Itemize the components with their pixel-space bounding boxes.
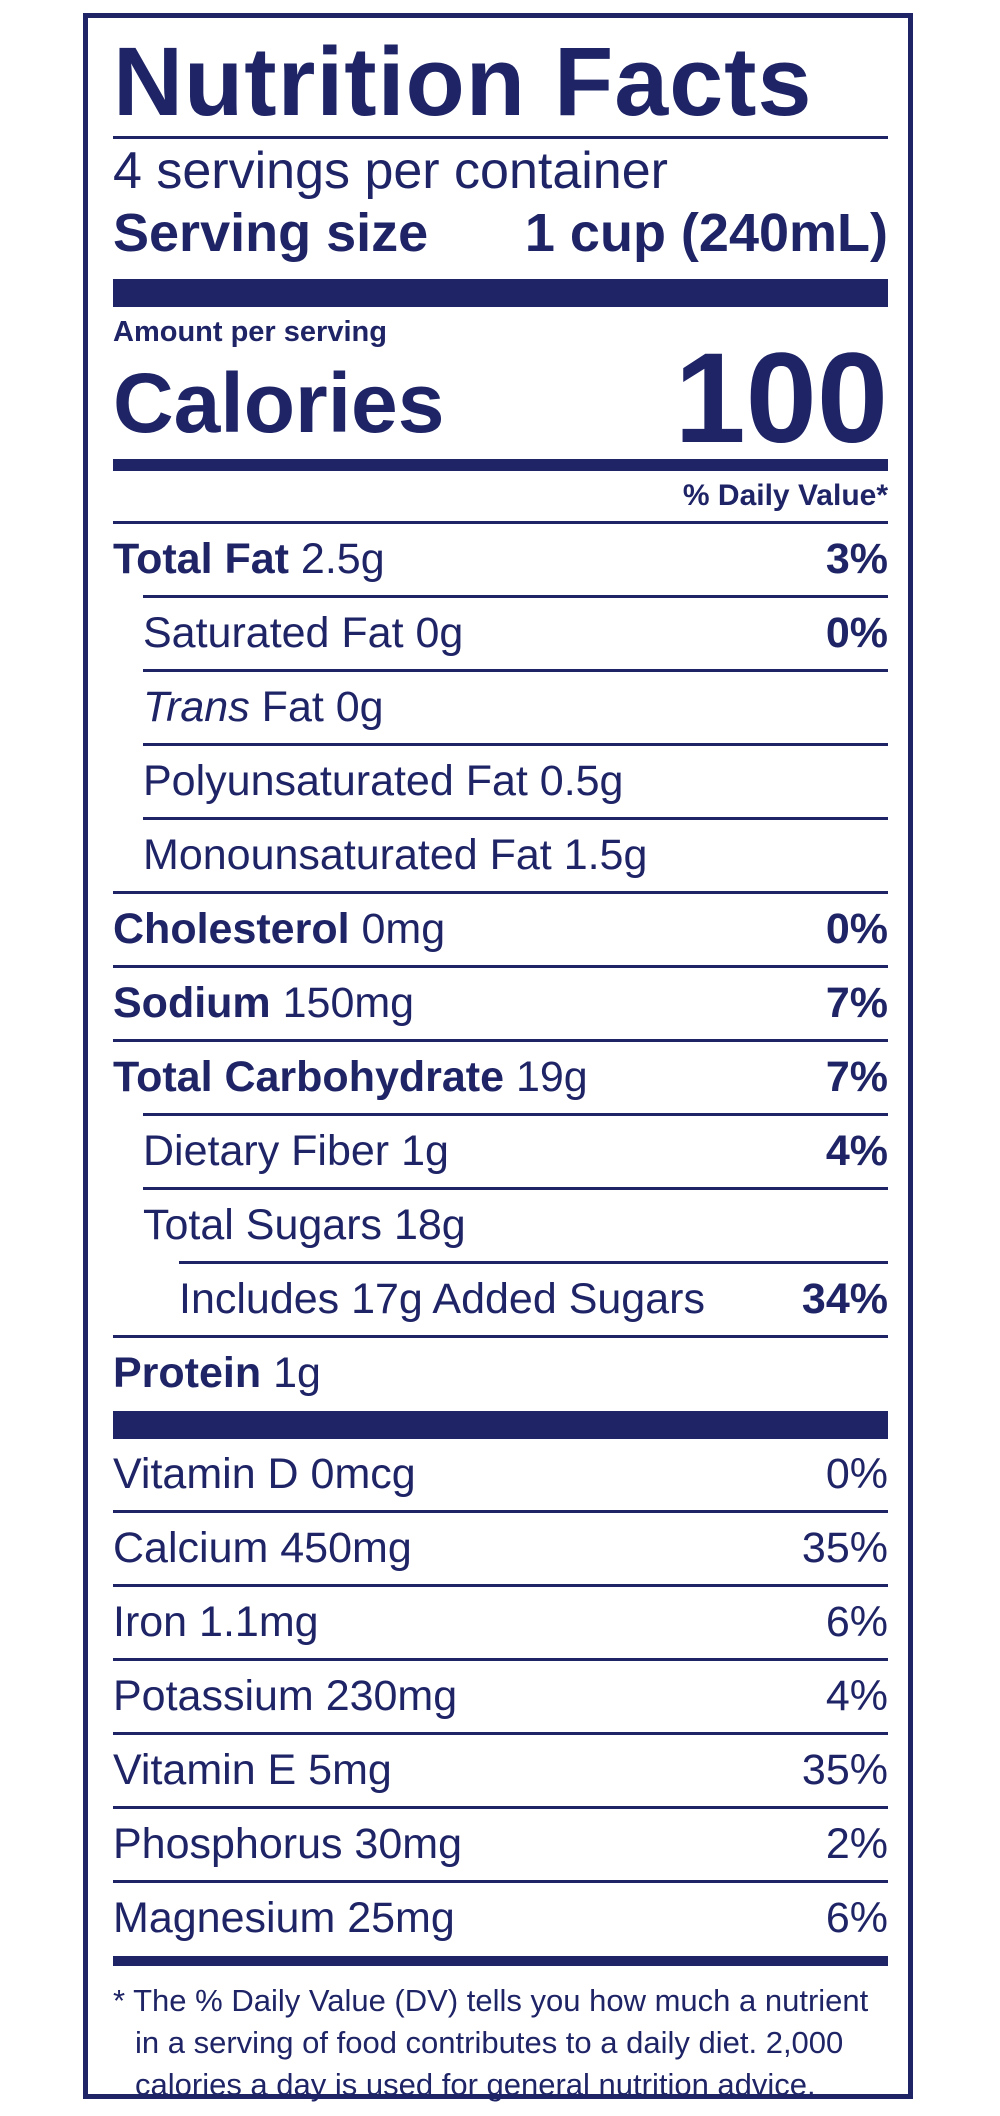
nutrient-row-added-sugars: Includes 17g Added Sugars 34% [113, 1264, 888, 1335]
divider [113, 965, 888, 968]
nutrient-row-dietary-fiber: Dietary Fiber 1g 4% [113, 1116, 888, 1187]
vitamin-name: Potassium 230mg [113, 1672, 458, 1720]
vitamin-daily-value: 6% [825, 1894, 888, 1942]
divider [113, 1584, 888, 1587]
thick-divider [113, 279, 888, 307]
serving-size-row: Serving size 1 cup (240mL) [113, 201, 888, 265]
divider [143, 817, 888, 820]
vitamin-daily-value: 4% [825, 1672, 888, 1720]
nutrient-name: Includes 17g Added Sugars [179, 1275, 705, 1323]
serving-size-label: Serving size [113, 203, 429, 263]
nutrient-daily-value: 7% [825, 979, 888, 1027]
daily-value-header: % Daily Value* [682, 479, 888, 512]
vitamin-row-vitamin-e: Vitamin E 5mg 35% [113, 1735, 888, 1806]
nutrient-daily-value: 0% [825, 609, 888, 657]
nutrient-row-cholesterol: Cholesterol 0mg 0% [113, 894, 888, 965]
label-title: Nutrition Facts [113, 27, 813, 136]
nutrient-name: Monounsaturated Fat 1.5g [143, 831, 648, 879]
nutrient-row-total-fat: Total Fat 2.5g 3% [113, 524, 888, 595]
nutrient-daily-value: 0% [825, 905, 888, 953]
amount-per-serving: Amount per serving [113, 316, 387, 348]
vitamin-name: Calcium 450mg [113, 1524, 412, 1572]
divider [113, 1335, 888, 1338]
vitamin-name: Phosphorus 30mg [113, 1820, 462, 1868]
nutrient-name: Dietary Fiber 1g [143, 1127, 449, 1175]
divider [113, 521, 888, 524]
vitamin-daily-value: 2% [825, 1820, 888, 1868]
nutrient-name: Polyunsaturated Fat 0.5g [143, 757, 624, 805]
divider [143, 669, 888, 672]
divider [179, 1261, 888, 1264]
nutrient-row-total-sugars: Total Sugars 18g [113, 1190, 888, 1261]
nutrient-row-total-carbohydrate: Total Carbohydrate 19g 7% [113, 1042, 888, 1113]
vitamin-row-calcium: Calcium 450mg 35% [113, 1513, 888, 1584]
nutrient-row-sodium: Sodium 150mg 7% [113, 968, 888, 1039]
calories-label: Calories [113, 356, 445, 450]
vitamin-row-phosphorus: Phosphorus 30mg 2% [113, 1809, 888, 1880]
vitamin-daily-value: 0% [825, 1450, 888, 1498]
divider [143, 743, 888, 746]
thick-divider [113, 1411, 888, 1439]
nutrition-facts-label: Nutrition Facts 4 servings per container… [83, 13, 913, 2102]
vitamin-name: Vitamin D 0mcg [113, 1450, 416, 1498]
nutrient-daily-value: 7% [825, 1053, 888, 1101]
vitamin-name: Iron 1.1mg [113, 1598, 319, 1646]
vitamin-daily-value: 35% [801, 1524, 888, 1572]
calories-row: Calories 100 [113, 335, 888, 463]
vitamin-list: Vitamin D 0mcg 0% Calcium 450mg 35% Iron… [113, 1439, 888, 1954]
daily-value-footnote: * The % Daily Value (DV) tells you how m… [113, 1983, 869, 2102]
medium-divider [113, 459, 888, 471]
divider [113, 1039, 888, 1042]
nutrient-row-trans-fat: Trans Fat 0g [113, 672, 888, 743]
vitamin-name: Magnesium 25mg [113, 1894, 455, 1942]
nutrient-daily-value: 4% [825, 1127, 888, 1175]
medium-divider [113, 1956, 888, 1966]
vitamin-daily-value: 35% [801, 1746, 888, 1794]
nutrient-name: Saturated Fat 0g [143, 609, 464, 657]
label-content: Nutrition Facts 4 servings per container… [113, 18, 888, 2106]
divider [113, 891, 888, 894]
nutrient-name: Trans Fat 0g [143, 683, 384, 731]
divider [113, 1510, 888, 1513]
divider [113, 1658, 888, 1661]
serving-size-value: 1 cup (240mL) [524, 203, 888, 263]
vitamin-row-magnesium: Magnesium 25mg 6% [113, 1883, 888, 1954]
nutrient-daily-value: 34% [801, 1275, 888, 1323]
divider [113, 136, 888, 139]
nutrient-name: Cholesterol 0mg [113, 905, 446, 953]
divider [113, 1880, 888, 1883]
nutrient-name: Total Sugars 18g [143, 1201, 466, 1249]
vitamin-daily-value: 6% [825, 1598, 888, 1646]
nutrient-row-polyunsaturated-fat: Polyunsaturated Fat 0.5g [113, 746, 888, 817]
nutrient-name: Total Carbohydrate 19g [113, 1053, 588, 1101]
vitamin-row-vitamin-d: Vitamin D 0mcg 0% [113, 1439, 888, 1510]
divider [113, 1732, 888, 1735]
vitamin-name: Vitamin E 5mg [113, 1746, 392, 1794]
divider [143, 1187, 888, 1190]
nutrient-list: Total Fat 2.5g 3% Saturated Fat 0g 0% Tr… [113, 521, 888, 1409]
nutrient-name: Total Fat 2.5g [113, 535, 385, 583]
nutrient-name: Protein 1g [113, 1349, 321, 1397]
vitamin-row-iron: Iron 1.1mg 6% [113, 1587, 888, 1658]
nutrient-row-saturated-fat: Saturated Fat 0g 0% [113, 598, 888, 669]
divider [143, 595, 888, 598]
calories-value: 100 [674, 327, 888, 470]
divider [113, 1806, 888, 1809]
nutrient-row-monounsaturated-fat: Monounsaturated Fat 1.5g [113, 820, 888, 891]
divider [143, 1113, 888, 1116]
servings-per-container: 4 servings per container [113, 142, 668, 200]
nutrient-daily-value: 3% [825, 535, 888, 583]
vitamin-row-potassium: Potassium 230mg 4% [113, 1661, 888, 1732]
nutrient-name: Sodium 150mg [113, 979, 415, 1027]
nutrient-row-protein: Protein 1g [113, 1338, 888, 1409]
